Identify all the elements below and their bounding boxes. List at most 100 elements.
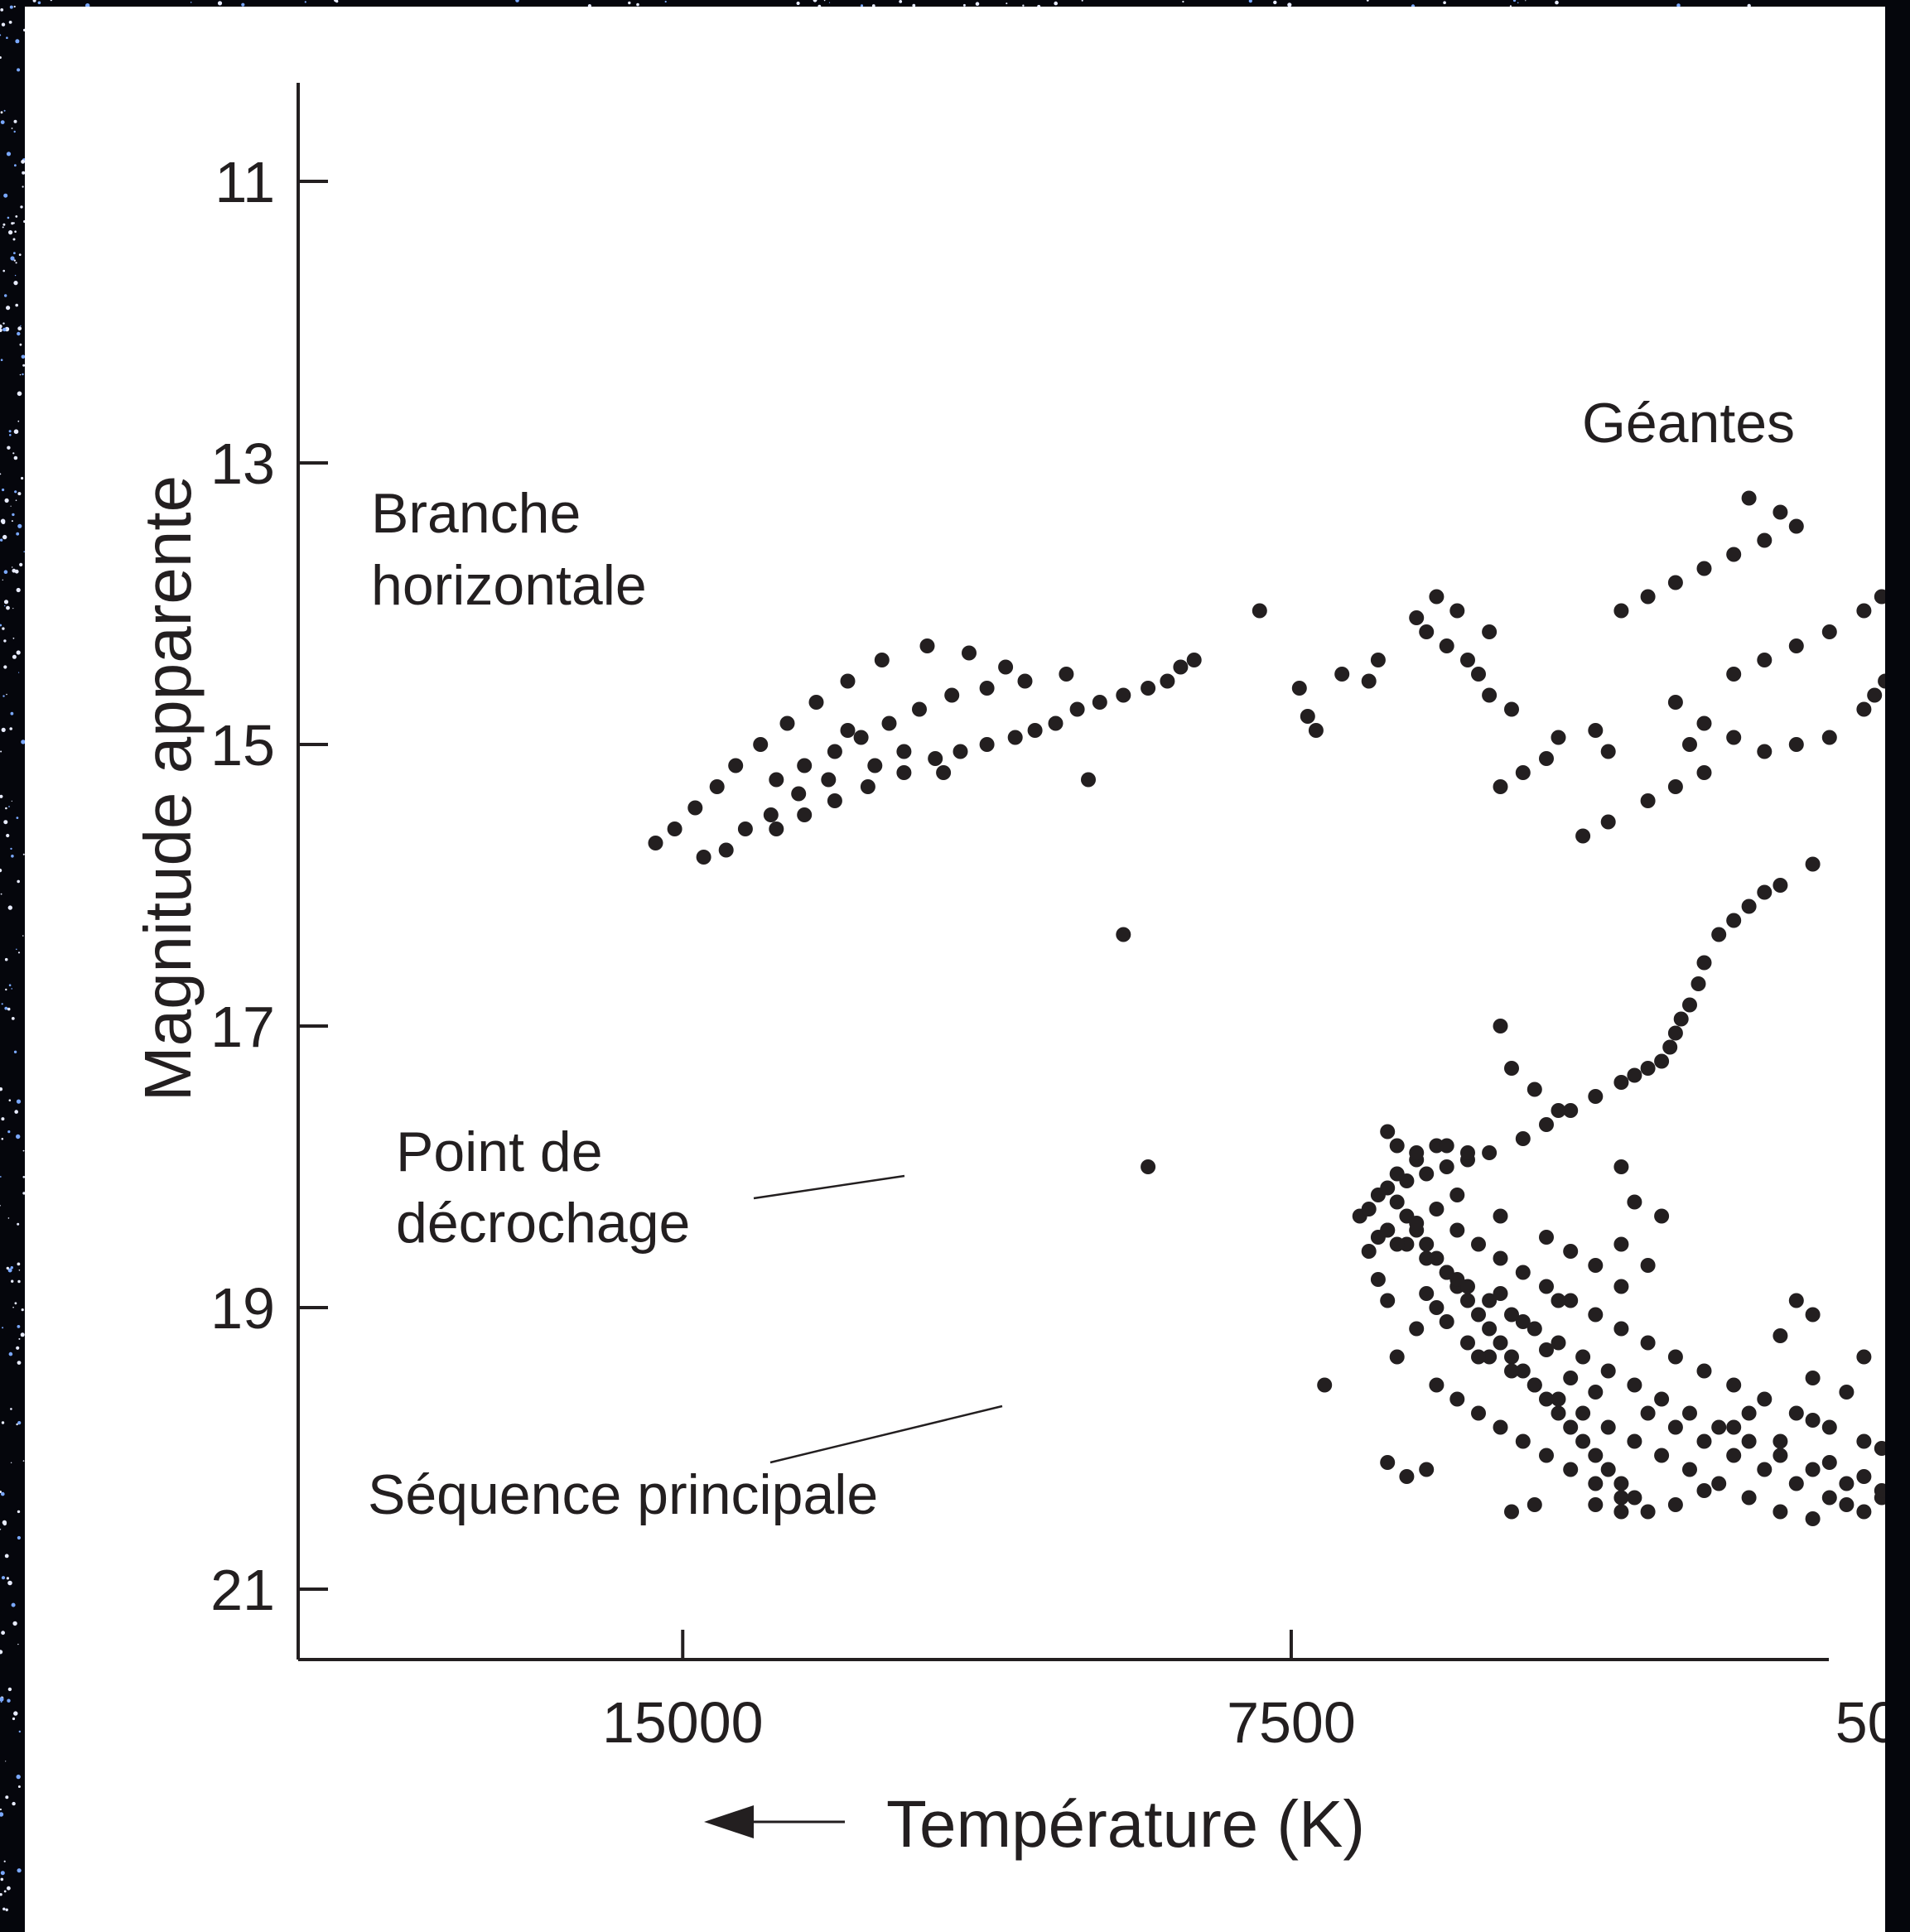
star-point bbox=[1613, 1279, 1629, 1294]
star-point bbox=[1409, 1321, 1425, 1337]
star bbox=[13, 429, 19, 434]
star-point bbox=[1493, 1419, 1508, 1435]
star bbox=[12, 1621, 17, 1626]
star bbox=[10, 505, 12, 507]
star-point bbox=[1419, 624, 1435, 639]
star-point bbox=[1821, 1455, 1837, 1470]
star-point bbox=[1429, 1202, 1445, 1217]
star-point bbox=[1482, 687, 1498, 703]
star bbox=[21, 1308, 24, 1312]
star-point bbox=[1504, 1504, 1519, 1520]
star bbox=[0, 34, 2, 36]
star bbox=[17, 1535, 21, 1540]
star-point bbox=[1380, 1293, 1396, 1308]
star-point bbox=[1805, 856, 1821, 872]
star-point bbox=[1419, 1462, 1435, 1477]
leader-line-main-sequence bbox=[769, 1404, 1003, 1464]
star bbox=[15, 303, 19, 307]
star-point bbox=[769, 772, 784, 788]
star-point bbox=[962, 645, 977, 661]
star-point bbox=[1600, 1419, 1616, 1435]
star bbox=[18, 672, 20, 673]
star-point bbox=[1539, 751, 1554, 766]
star-point bbox=[1773, 1433, 1788, 1449]
star bbox=[12, 654, 17, 659]
star-point bbox=[1471, 1349, 1486, 1365]
star-point bbox=[944, 687, 960, 703]
star bbox=[12, 238, 16, 241]
star-point bbox=[1563, 1103, 1579, 1118]
star bbox=[12, 1801, 16, 1806]
star-point bbox=[1504, 1349, 1519, 1365]
star bbox=[22, 935, 24, 937]
star bbox=[6, 1886, 11, 1891]
star bbox=[8, 984, 12, 986]
star-point bbox=[1515, 765, 1531, 780]
star-point bbox=[1613, 1075, 1629, 1090]
star-point bbox=[1588, 723, 1604, 738]
arrow-head bbox=[704, 1805, 754, 1838]
star-point bbox=[1741, 1433, 1757, 1449]
star-point bbox=[1696, 955, 1712, 971]
star-point bbox=[1640, 1504, 1656, 1520]
star-point bbox=[753, 737, 769, 752]
star-point bbox=[1839, 1476, 1855, 1491]
star-point bbox=[1419, 1286, 1435, 1301]
star-point bbox=[1449, 1188, 1465, 1202]
star bbox=[5, 988, 7, 991]
star-point bbox=[1460, 1293, 1475, 1308]
star-point bbox=[1696, 1483, 1712, 1498]
star bbox=[7, 1130, 11, 1134]
star-point bbox=[1439, 1314, 1454, 1329]
star-point bbox=[1460, 1145, 1475, 1160]
star bbox=[17, 1868, 22, 1873]
star bbox=[22, 1176, 26, 1178]
star-point bbox=[1874, 1483, 1885, 1498]
star bbox=[0, 1491, 2, 1493]
star bbox=[6, 1266, 9, 1270]
star bbox=[2, 223, 6, 226]
star-point bbox=[1504, 701, 1519, 717]
star-point bbox=[1682, 997, 1697, 1013]
star bbox=[15, 499, 17, 501]
star-point bbox=[1613, 603, 1629, 619]
star-point bbox=[827, 744, 842, 759]
star-point bbox=[1773, 878, 1788, 893]
star bbox=[0, 328, 2, 332]
star bbox=[3, 639, 7, 643]
star bbox=[14, 164, 17, 167]
star-point bbox=[1726, 730, 1742, 745]
star bbox=[16, 650, 21, 655]
star-point bbox=[1482, 1145, 1498, 1160]
star-point bbox=[1493, 1208, 1508, 1224]
star bbox=[16, 1134, 21, 1139]
star-point bbox=[1640, 589, 1656, 605]
annotation-horizontal-branch-line2: horizontale bbox=[371, 554, 647, 617]
star-point bbox=[1627, 1377, 1642, 1393]
annotation-turnoff-line1: Point de bbox=[396, 1120, 603, 1183]
star bbox=[2, 1327, 4, 1329]
star bbox=[8, 430, 12, 433]
star-point bbox=[1726, 667, 1742, 682]
star-point bbox=[1141, 681, 1156, 696]
star bbox=[0, 750, 2, 753]
star bbox=[2, 534, 7, 540]
star-point bbox=[1449, 1272, 1465, 1287]
star-point bbox=[979, 681, 995, 696]
star-point bbox=[1380, 1222, 1396, 1238]
star bbox=[17, 326, 22, 331]
star bbox=[6, 605, 10, 610]
star-point bbox=[1409, 1145, 1425, 1160]
star-point bbox=[1696, 561, 1712, 576]
star bbox=[1512, 0, 1517, 2]
star bbox=[241, 2, 245, 7]
star-point bbox=[867, 758, 883, 773]
star bbox=[636, 2, 639, 7]
star-point bbox=[1563, 1462, 1579, 1477]
star-point bbox=[1805, 1413, 1821, 1428]
star bbox=[1366, 0, 1369, 2]
star-point bbox=[1788, 1293, 1804, 1308]
star bbox=[4, 294, 7, 297]
star bbox=[1022, 4, 1025, 7]
